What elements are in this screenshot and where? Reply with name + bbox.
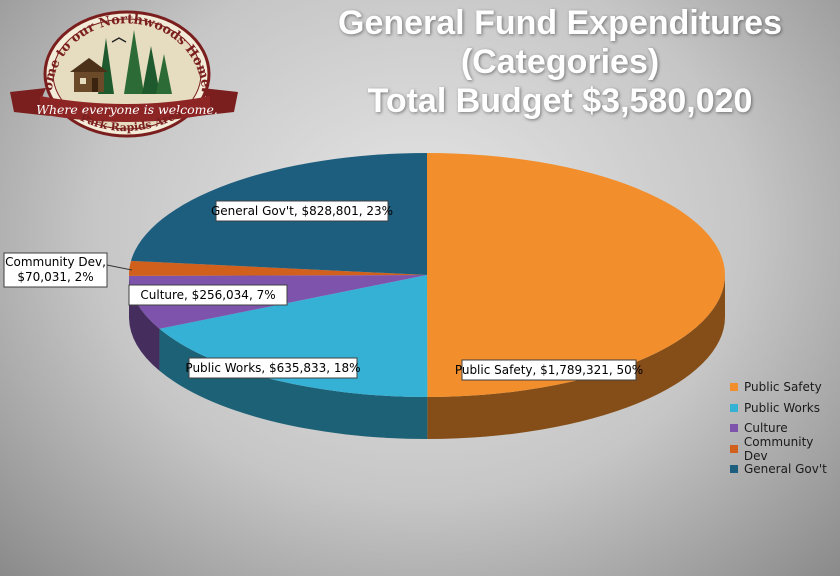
data-label-general-gov-t: General Gov't, $828,801, 23% bbox=[211, 204, 393, 218]
data-label-box-general-gov-t bbox=[215, 200, 389, 222]
legend-item-public-safety: Public Safety bbox=[730, 377, 840, 398]
data-label-community-dev-line-1: Community Dev, bbox=[5, 255, 106, 269]
title-line-2: (Categories) bbox=[460, 43, 660, 81]
pie-slice-public-works bbox=[159, 275, 428, 397]
pie-slice-public-safety bbox=[427, 153, 725, 397]
title-line-1: General Fund Expenditures bbox=[338, 4, 782, 42]
chart-title: General Fund Expenditures (Categories) T… bbox=[300, 4, 820, 121]
logo-banner-text: Where everyone is welcome. bbox=[36, 102, 218, 117]
data-label-box-public-safety bbox=[461, 359, 637, 381]
legend-swatch-community-dev bbox=[730, 444, 738, 453]
chart-legend: Public Safety Public Works Culture Communit… bbox=[730, 377, 840, 480]
legend-item-public-works: Public Works bbox=[730, 398, 840, 419]
data-label-box-public-works bbox=[188, 357, 358, 379]
legend-item-community-dev: Community Dev bbox=[730, 435, 840, 463]
legend-swatch-public-safety bbox=[730, 383, 738, 392]
data-label-community-dev-line-2: $70,031, 2% bbox=[17, 270, 93, 284]
legend-item-culture: Culture bbox=[730, 418, 840, 439]
legend-label-general-gov-t: General Gov't bbox=[744, 462, 827, 477]
legend-swatch-culture bbox=[730, 424, 738, 433]
legend-item-general-gov-t: General Gov't bbox=[730, 459, 840, 480]
legend-label-culture: Culture bbox=[744, 421, 788, 436]
pie-side-culture bbox=[129, 275, 160, 371]
pie-slice-community-dev bbox=[129, 260, 427, 276]
data-label-box-community-dev bbox=[3, 252, 108, 288]
legend-label-public-safety: Public Safety bbox=[744, 380, 822, 395]
legend-swatch-general-gov-t bbox=[730, 465, 738, 474]
pie-side-public-works bbox=[159, 328, 428, 439]
legend-swatch-public-works bbox=[730, 403, 738, 412]
data-label-public-safety: Public Safety, $1,789,321, 50% bbox=[455, 363, 643, 377]
data-label-culture: Culture, $256,034, 7% bbox=[140, 288, 275, 302]
legend-label-public-works: Public Works bbox=[744, 400, 820, 415]
park-rapids-logo: Come to our Northwoods Home... Where eve… bbox=[6, 8, 238, 138]
pie-side-public-safety bbox=[427, 275, 725, 439]
community-dev-leader-line bbox=[106, 264, 133, 271]
legend-label-community-dev: Community Dev bbox=[743, 434, 814, 463]
title-line-3: Total Budget $3,580,020 bbox=[367, 82, 753, 120]
data-label-public-works: Public Works, $635,833, 18% bbox=[185, 361, 360, 375]
data-label-box-culture bbox=[128, 284, 288, 306]
